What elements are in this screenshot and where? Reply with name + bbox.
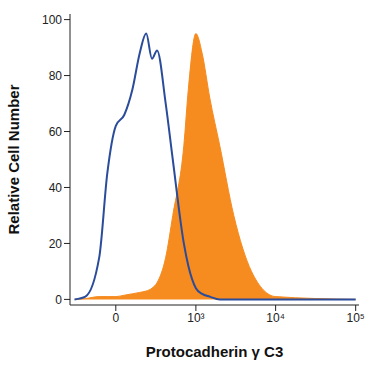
svg-text:0: 0 [112,311,119,325]
svg-text:0: 0 [55,293,62,307]
svg-text:40: 40 [49,181,63,195]
svg-text:20: 20 [49,237,63,251]
svg-text:100: 100 [42,13,62,27]
svg-text:10³: 10³ [187,311,204,325]
svg-text:60: 60 [49,125,63,139]
svg-text:Relative Cell Number: Relative Cell Number [8,84,22,234]
svg-text:Protocadherin γ C3: Protocadherin γ C3 [146,343,284,360]
svg-text:10⁴: 10⁴ [266,311,285,325]
svg-text:10⁵: 10⁵ [347,311,365,325]
svg-text:80: 80 [49,69,63,83]
